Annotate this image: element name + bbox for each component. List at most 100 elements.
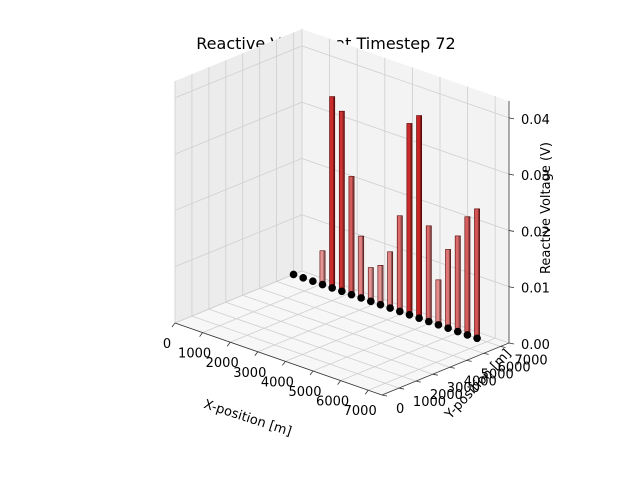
y-tick-mark <box>483 353 489 355</box>
y-tick-label: 7000 <box>515 353 548 368</box>
y-tick-label: 6000 <box>498 360 531 375</box>
bar-shade-12 <box>410 123 413 315</box>
node-16 <box>444 324 452 333</box>
y-tick-label: 4000 <box>464 374 497 389</box>
x-tick-label: 6000 <box>316 395 349 410</box>
bar-shade-10 <box>390 251 393 309</box>
grid-line-z-left <box>174 101 303 155</box>
bar-shade-8 <box>371 267 374 302</box>
z-tick-mark <box>508 286 515 289</box>
x-tick-label: 7000 <box>344 404 377 419</box>
x-tick-mark <box>171 322 176 328</box>
z-tick-label: 0.00 <box>521 338 550 353</box>
z-tick-mark <box>508 117 515 120</box>
y-tick-mark <box>432 373 438 376</box>
bar-shade-6 <box>352 176 355 295</box>
bar-shade-15 <box>439 279 442 325</box>
y-tick-label: 0 <box>396 402 404 417</box>
x-tick-mark <box>337 380 341 385</box>
node-10 <box>386 304 394 312</box>
y-tick-mark <box>415 380 421 383</box>
bar-shade-7 <box>361 236 364 298</box>
x-tick-mark <box>309 370 314 376</box>
y-tick-mark <box>500 346 506 348</box>
y-tick-label: 1000 <box>413 395 446 410</box>
node-7 <box>357 294 365 302</box>
node-9 <box>376 300 385 309</box>
bar-shade-4 <box>332 96 335 288</box>
grid-line-z-back <box>301 101 510 175</box>
grid-line-z-left <box>174 45 303 99</box>
y-tick-mark <box>381 394 388 397</box>
bar-shade-3 <box>323 250 326 285</box>
bar-shade-16 <box>448 249 451 329</box>
node-19 <box>473 334 481 343</box>
node-2 <box>309 277 317 285</box>
bar-shade-14 <box>429 225 432 322</box>
bar-shade-13 <box>419 115 422 319</box>
grid-line-y-floor <box>208 308 416 382</box>
z-tick-label: 0.01 <box>521 282 550 297</box>
grid-line-x-floor <box>340 328 468 381</box>
bar-shade-5 <box>342 111 345 292</box>
x-tick-label: 1000 <box>178 347 211 362</box>
x-tick-label: 2000 <box>206 356 239 371</box>
node-0 <box>289 270 298 279</box>
axis-lines <box>174 101 510 396</box>
node-1 <box>299 274 307 282</box>
z-tick-label: 0.04 <box>521 113 550 128</box>
x-tick-mark <box>364 389 369 395</box>
data-marks <box>289 96 481 343</box>
grid-line-y-floor <box>225 301 433 375</box>
node-4 <box>328 284 336 292</box>
x-tick-mark <box>254 351 259 357</box>
node-3 <box>318 280 327 289</box>
z-tick-mark <box>508 342 515 345</box>
bar-shade-11 <box>400 215 403 312</box>
x-tick-label: 5000 <box>288 385 321 400</box>
z-tick-mark <box>508 173 515 176</box>
z-tick-label: 0.02 <box>521 225 550 240</box>
y-tick-mark <box>466 359 472 362</box>
grid-line-x-floor <box>257 299 385 353</box>
grid-line-x-floor <box>202 280 330 333</box>
x-tick-mark <box>282 361 286 366</box>
z-axis-label: Reactive Voltage (V) <box>539 142 554 274</box>
x-axis-label: X-position [m] <box>202 397 294 440</box>
node-14 <box>424 317 433 326</box>
node-15 <box>434 321 443 329</box>
grid-line-z-left <box>174 158 303 211</box>
node-5 <box>338 287 346 296</box>
bar-shade-9 <box>381 265 384 305</box>
left-wall-pane <box>175 29 302 323</box>
y-tick-mark <box>449 366 455 369</box>
x-tick-mark <box>199 332 203 337</box>
x-tick-label: 4000 <box>261 375 294 390</box>
x-tick-label: 3000 <box>233 366 266 381</box>
y-tick-label: 3000 <box>447 381 480 396</box>
y-tick-mark <box>398 387 405 390</box>
grid-line-y-floor <box>191 315 400 389</box>
grid-line-y-floor <box>259 287 467 361</box>
node-17 <box>453 327 462 336</box>
y-axis-line <box>381 342 510 396</box>
grid-line-z-left <box>174 214 303 268</box>
node-13 <box>415 314 423 322</box>
grid-line-x-floor <box>285 309 413 362</box>
x-tick-label: 0 <box>163 337 171 352</box>
x-tick-mark <box>226 341 231 347</box>
y-tick-label: 2000 <box>430 388 463 403</box>
bar-shade-18 <box>468 216 471 335</box>
grid-line-z-back <box>301 45 510 119</box>
floor-pane <box>175 271 509 395</box>
grid-line-z-left <box>174 270 303 324</box>
x-axis-line <box>174 322 383 396</box>
grid-line-y-floor <box>242 294 450 368</box>
bar-shade-19 <box>477 208 480 339</box>
y-tick-label: 5000 <box>481 367 514 382</box>
grid-line-x-floor <box>230 289 358 343</box>
node-6 <box>347 290 356 299</box>
z-tick-label: 0.03 <box>521 169 550 184</box>
